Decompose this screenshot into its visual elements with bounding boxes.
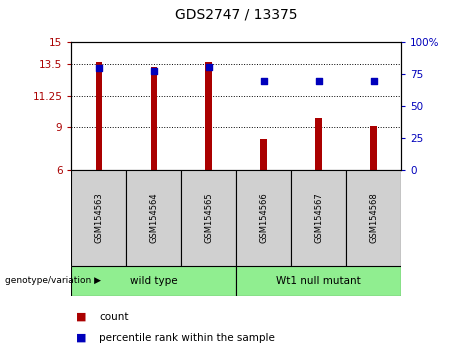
Text: percentile rank within the sample: percentile rank within the sample xyxy=(99,333,275,343)
Bar xyxy=(236,170,291,266)
Text: GDS2747 / 13375: GDS2747 / 13375 xyxy=(175,7,297,21)
Bar xyxy=(291,170,346,266)
Bar xyxy=(151,67,157,170)
Bar xyxy=(95,62,102,170)
Bar xyxy=(126,170,181,266)
Text: genotype/variation ▶: genotype/variation ▶ xyxy=(5,276,100,285)
Bar xyxy=(206,62,212,170)
Bar xyxy=(71,266,236,296)
Text: count: count xyxy=(99,312,129,322)
Text: GSM154568: GSM154568 xyxy=(369,192,378,243)
Bar xyxy=(236,266,401,296)
Bar xyxy=(370,126,377,170)
Point xyxy=(95,65,103,71)
Point xyxy=(315,78,322,84)
Point xyxy=(205,64,213,69)
Bar xyxy=(181,170,236,266)
Point xyxy=(370,78,377,84)
Text: GSM154563: GSM154563 xyxy=(95,192,103,243)
Text: Wt1 null mutant: Wt1 null mutant xyxy=(276,275,361,286)
Text: ■: ■ xyxy=(76,312,87,322)
Bar xyxy=(346,170,401,266)
Text: GSM154567: GSM154567 xyxy=(314,192,323,243)
Text: GSM154565: GSM154565 xyxy=(204,192,213,243)
Text: wild type: wild type xyxy=(130,275,177,286)
Text: ■: ■ xyxy=(76,333,87,343)
Point xyxy=(260,78,267,84)
Bar xyxy=(315,118,322,170)
Point xyxy=(150,68,158,73)
Bar xyxy=(260,139,267,170)
Text: GSM154564: GSM154564 xyxy=(149,192,159,243)
Bar xyxy=(71,170,126,266)
Text: GSM154566: GSM154566 xyxy=(259,192,268,243)
